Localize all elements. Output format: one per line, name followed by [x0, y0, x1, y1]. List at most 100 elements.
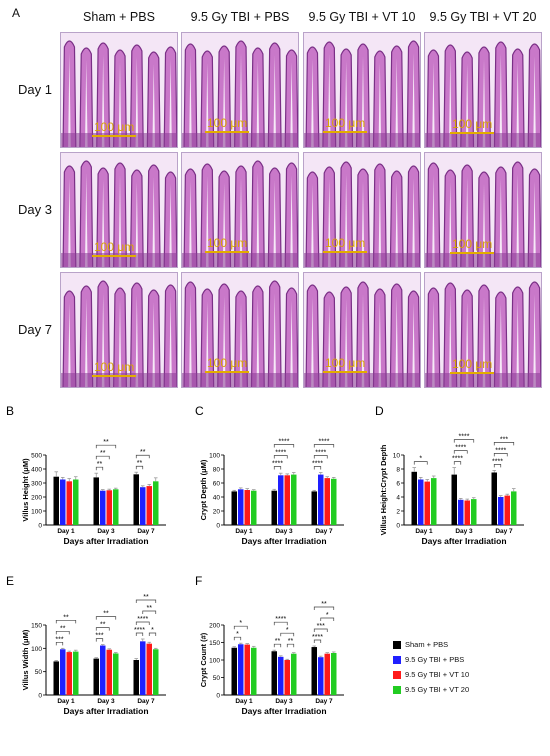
significance-bracket — [273, 643, 282, 648]
scale-bar — [450, 132, 494, 134]
histology-image: 100 μm — [181, 32, 299, 148]
x-tick-label: Day 3 — [275, 528, 293, 535]
bar — [271, 490, 277, 525]
significance-bracket — [135, 621, 150, 625]
y-tick-label: 8 — [396, 467, 400, 474]
y-tick-label: 400 — [31, 467, 42, 474]
significance-label: **** — [459, 434, 470, 441]
scale-bar — [450, 252, 494, 254]
significance-label: * — [236, 631, 239, 638]
bar — [244, 490, 250, 525]
bar — [93, 477, 99, 525]
histology-image: 100 μm — [424, 32, 542, 148]
bar — [311, 647, 317, 695]
significance-label: **** — [275, 616, 286, 623]
x-tick-label: Day 3 — [97, 528, 115, 535]
significance-bracket — [95, 466, 104, 471]
bar — [113, 653, 119, 695]
bar — [238, 489, 244, 525]
bar — [146, 486, 152, 525]
x-tick-label: Day 7 — [315, 528, 333, 535]
x-tick-label: Day 1 — [57, 528, 75, 535]
significance-label: * — [326, 612, 329, 619]
bar — [66, 481, 72, 525]
significance-bracket — [273, 444, 295, 448]
bar — [133, 474, 139, 525]
significance-label: ** — [100, 622, 106, 629]
y-tick-label: 60 — [213, 481, 221, 488]
bar — [153, 649, 159, 695]
scale-bar-label: 100 μm — [94, 120, 135, 134]
bar — [53, 661, 59, 695]
y-tick-label: 20 — [213, 509, 221, 516]
significance-bracket — [233, 625, 248, 630]
legend-swatch — [393, 656, 401, 664]
bar — [324, 478, 330, 525]
significance-label: **** — [312, 461, 323, 468]
significance-label: **** — [279, 439, 290, 446]
bar — [331, 478, 337, 525]
significance-label: *** — [95, 633, 103, 640]
y-axis-label: Villus Height (μM) — [21, 458, 30, 522]
bar — [431, 478, 437, 525]
bar — [418, 479, 424, 525]
column-header: 9.5 Gy TBI + VT 20 — [429, 10, 537, 24]
x-tick-label: Day 1 — [57, 698, 75, 705]
x-axis-label: Days after Irradiation — [241, 536, 326, 546]
bar — [93, 658, 99, 695]
significance-bracket — [453, 439, 475, 443]
y-tick-label: 150 — [209, 640, 220, 647]
legend-label: 9.5 Gy TBI + VT 20 — [405, 685, 470, 694]
y-tick-label: 0 — [396, 523, 400, 530]
bar — [231, 647, 237, 695]
bar — [471, 499, 477, 525]
significance-label: ** — [97, 461, 103, 468]
significance-bracket — [135, 632, 144, 636]
scale-bar — [450, 372, 494, 374]
histology-image: 100 μm — [181, 272, 299, 388]
histology-image: 100 μm — [303, 272, 421, 388]
bar — [271, 651, 277, 695]
significance-label: ** — [63, 614, 69, 621]
scale-bar — [92, 375, 136, 377]
bar — [278, 656, 284, 695]
y-tick-label: 0 — [38, 523, 42, 530]
significance-bracket — [148, 632, 157, 636]
row-header: Day 1 — [18, 82, 52, 97]
panel-letter-a: A — [12, 6, 21, 20]
significance-label: **** — [275, 450, 286, 457]
scale-bar-label: 100 μm — [94, 240, 135, 254]
significance-label: **** — [312, 634, 323, 641]
bar — [73, 479, 79, 525]
x-axis-label: Days after Irradiation — [241, 706, 326, 716]
significance-bracket — [95, 616, 117, 620]
bar — [106, 490, 112, 525]
bar — [291, 474, 297, 525]
scale-bar — [323, 131, 367, 133]
y-tick-label: 80 — [213, 467, 221, 474]
bar — [238, 644, 244, 695]
x-tick-label: Day 7 — [495, 528, 513, 535]
histology-image: 100 μm — [60, 272, 178, 388]
column-header: Sham + PBS — [83, 10, 155, 24]
significance-bracket — [493, 453, 508, 457]
scale-bar-label: 100 μm — [207, 356, 248, 370]
y-tick-label: 6 — [396, 481, 400, 488]
bar — [458, 499, 464, 525]
bar — [133, 660, 139, 695]
significance-label: **** — [319, 439, 330, 446]
significance-bracket — [55, 630, 70, 635]
y-tick-label: 0 — [38, 693, 42, 700]
histology-image: 100 μm — [303, 32, 421, 148]
legend-swatch — [393, 671, 401, 679]
significance-bracket — [135, 454, 150, 459]
significance-label: ** — [147, 605, 153, 612]
bar — [140, 641, 146, 695]
x-tick-label: Day 1 — [235, 698, 253, 705]
row-header: Day 3 — [18, 202, 52, 217]
significance-label: * — [419, 456, 422, 463]
bar — [251, 490, 257, 525]
scale-bar-label: 100 μm — [325, 236, 366, 250]
scale-bar-label: 100 μm — [325, 356, 366, 370]
significance-bracket — [273, 621, 288, 626]
